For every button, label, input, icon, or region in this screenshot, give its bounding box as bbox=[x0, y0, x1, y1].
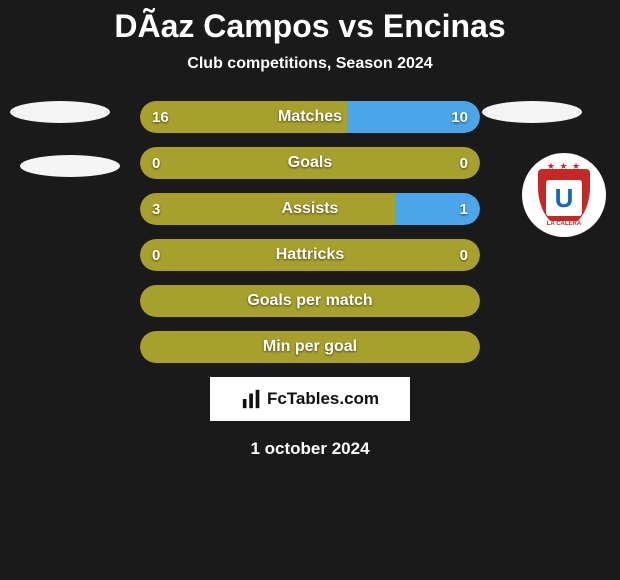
bar-chart-icon bbox=[241, 388, 263, 410]
footer-date: 1 october 2024 bbox=[0, 439, 620, 459]
stat-row: 0 0 Hattricks bbox=[140, 239, 480, 271]
source-logo-text: FcTables.com bbox=[267, 389, 379, 409]
stat-value-right: 0 bbox=[460, 155, 468, 172]
stats-list: 16 10 Matches 0 0 Goals 3 1 Assists 0 0 Hattricks Go… bbox=[140, 101, 480, 363]
stat-value-left: 0 bbox=[152, 247, 160, 264]
page-subtitle: Club competitions, Season 2024 bbox=[0, 55, 620, 73]
stat-row: 0 0 Goals bbox=[140, 147, 480, 179]
stat-label: Goals bbox=[288, 154, 332, 172]
club-badge-letter: U bbox=[546, 180, 582, 216]
stat-label: Goals per match bbox=[247, 292, 372, 310]
stat-value-left: 3 bbox=[152, 201, 160, 218]
stat-label: Matches bbox=[278, 108, 342, 126]
stat-value-right: 0 bbox=[460, 247, 468, 264]
stat-value-left: 0 bbox=[152, 155, 160, 172]
club-badge-banner: LA CALERA bbox=[545, 221, 583, 227]
player-right-avatar-placeholder bbox=[482, 101, 582, 123]
page-title: DÃ­az Campos vs Encinas bbox=[0, 8, 620, 45]
stat-row: 16 10 Matches bbox=[140, 101, 480, 133]
stat-row: Goals per match bbox=[140, 285, 480, 317]
club-right-badge: ★ ★ ★ U LA CALERA bbox=[522, 153, 606, 237]
stat-fill-left bbox=[140, 193, 395, 225]
club-badge-shield: U bbox=[538, 169, 590, 227]
stat-label: Assists bbox=[282, 200, 339, 218]
source-logo: FcTables.com bbox=[210, 377, 410, 421]
content-row: ★ ★ ★ U LA CALERA 16 10 Matches 0 0 Goals 3 1 As… bbox=[0, 101, 620, 363]
stat-row: Min per goal bbox=[140, 331, 480, 363]
stat-label: Min per goal bbox=[263, 338, 357, 356]
stat-row: 3 1 Assists bbox=[140, 193, 480, 225]
comparison-card: DÃ­az Campos vs Encinas Club competition… bbox=[0, 0, 620, 580]
stat-value-left: 16 bbox=[152, 109, 169, 126]
stat-label: Hattricks bbox=[276, 246, 344, 264]
stat-value-right: 10 bbox=[451, 109, 468, 126]
player-left-avatar-placeholder bbox=[10, 101, 110, 123]
stat-value-right: 1 bbox=[460, 201, 468, 218]
club-left-badge-placeholder bbox=[20, 155, 120, 177]
